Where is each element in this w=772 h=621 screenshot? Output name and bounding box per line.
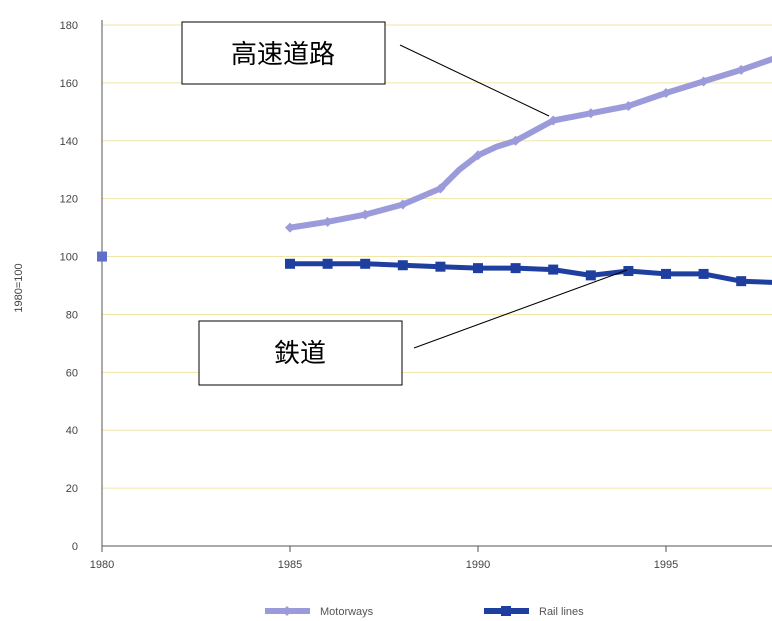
y-tick-label: 20 <box>66 483 78 495</box>
data-point-marker <box>397 260 408 271</box>
data-point-marker <box>435 183 446 194</box>
gridlines <box>102 24 772 489</box>
legend-label: Motorways <box>320 606 374 618</box>
callout-box-motorways <box>181 21 386 85</box>
callout-label-rail: 鉄道 <box>274 339 326 369</box>
data-point-marker <box>322 258 333 269</box>
data-point-marker <box>510 135 521 146</box>
legend-label: Rail lines <box>539 606 584 618</box>
data-point-marker <box>548 264 559 275</box>
series-line-rail-lines <box>287 261 772 285</box>
data-point-marker <box>736 276 747 287</box>
data-point-marker <box>397 199 408 210</box>
data-point-marker <box>510 263 521 274</box>
x-tick-label: 1985 <box>278 559 302 571</box>
y-axis-label: 1980=100 <box>13 263 25 312</box>
callout-pointer-rail <box>413 269 628 349</box>
callout-pointer-motorways <box>399 44 550 117</box>
x-tick-label: 1980 <box>90 559 114 571</box>
data-point-marker <box>285 222 295 233</box>
y-tick-label: 40 <box>66 425 78 437</box>
axes <box>101 20 772 547</box>
data-point-marker <box>623 101 634 112</box>
data-point-marker <box>322 216 333 227</box>
data-point-marker <box>473 150 483 161</box>
y-tick-label: 140 <box>60 136 78 148</box>
legend: Motorways Rail lines <box>265 606 584 618</box>
data-point-marker <box>360 258 371 269</box>
y-tick-label: 0 <box>72 541 78 553</box>
data-point-marker <box>285 258 295 269</box>
y-tick-label: 180 <box>60 20 78 32</box>
x-axis-ticks: 1980 1985 1990 1995 <box>90 546 678 571</box>
data-point-marker <box>548 115 559 126</box>
callout-label-motorways: 高速道路 <box>231 40 335 70</box>
data-point-marker <box>698 268 709 279</box>
data-point-marker <box>360 209 371 220</box>
data-point-marker <box>473 263 483 274</box>
data-point-marker <box>585 108 596 119</box>
y-tick-label: 60 <box>66 367 78 379</box>
data-point-marker <box>661 88 671 99</box>
callout-box-rail <box>198 320 403 386</box>
data-point-marker <box>736 64 747 75</box>
legend-swatch-marker <box>501 606 511 616</box>
y-axis-ticks: 0 20 40 60 80 100 120 140 160 180 <box>60 20 78 553</box>
data-point-marker <box>435 261 446 272</box>
series-line-motorways <box>287 55 772 231</box>
data-point-marker <box>661 268 671 279</box>
y-tick-label: 160 <box>60 78 78 90</box>
base-point-marker <box>97 251 107 262</box>
series-group <box>97 55 772 287</box>
y-tick-label: 100 <box>60 252 78 264</box>
x-tick-label: 1990 <box>466 559 490 571</box>
data-point-marker <box>698 76 709 87</box>
data-point-marker <box>623 266 634 277</box>
x-tick-label: 1995 <box>654 559 678 571</box>
y-tick-label: 80 <box>66 309 78 321</box>
legend-swatch-marker <box>282 606 292 616</box>
y-tick-label: 120 <box>60 194 78 206</box>
data-point-marker <box>585 270 596 281</box>
